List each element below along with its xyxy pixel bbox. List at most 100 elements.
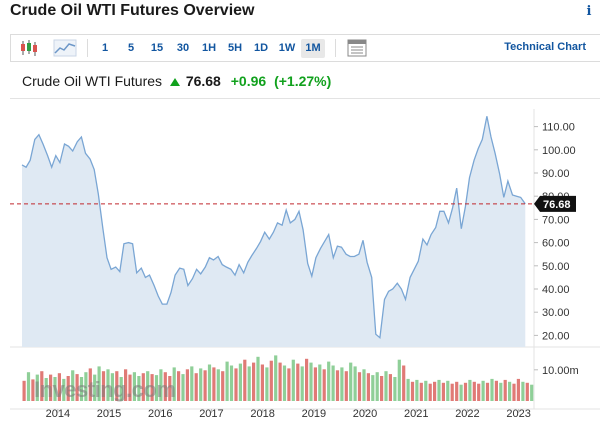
toolbar-separator (335, 39, 336, 57)
x-tick-label: 2019 (302, 408, 326, 420)
volume-bar (375, 372, 379, 401)
volume-bar (397, 359, 401, 401)
timeframe-1[interactable]: 1 (101, 42, 109, 54)
info-icon[interactable]: i (586, 4, 592, 19)
volume-bar (115, 371, 119, 401)
volume-bar (110, 373, 114, 401)
volume-bar (450, 383, 454, 401)
volume-bar (252, 362, 256, 401)
volume-bar (159, 369, 163, 401)
y-tick-label: 90.00 (542, 168, 570, 180)
y-tick-label: 110.00 (542, 122, 575, 134)
volume-bar (441, 382, 445, 401)
volume-bar (44, 378, 48, 401)
volume-bar (340, 367, 344, 401)
timeframe-5[interactable]: 5 (127, 42, 135, 54)
volume-bar (243, 359, 247, 401)
volume-bar (22, 380, 26, 401)
volume-bar (433, 381, 437, 401)
toolbar-separator (87, 39, 88, 57)
timeframe-1d[interactable]: 1D (253, 42, 269, 54)
price-chart[interactable]: Investing.com 110.00100.0090.0080.0070.0… (10, 99, 600, 426)
volume-bar (327, 361, 331, 401)
price-area-fill (22, 116, 526, 347)
volume-bar (146, 371, 150, 401)
volume-bar (132, 372, 136, 401)
x-tick-label: 2014 (46, 408, 70, 420)
volume-bar (508, 381, 512, 401)
volume-bar (84, 372, 88, 401)
volume-bar (419, 382, 423, 401)
page-title: Crude Oil WTI Futures Overview (10, 2, 255, 19)
volume-bar (141, 373, 145, 401)
volume-bar (269, 360, 273, 401)
volume-bar (371, 375, 375, 401)
volume-bar (124, 369, 128, 401)
volume-bar (62, 378, 66, 401)
x-tick-label: 2015 (97, 408, 121, 420)
volume-bar (357, 372, 362, 401)
volume-bar (154, 375, 159, 401)
volume-bar (472, 381, 476, 401)
volume-bar (229, 365, 234, 401)
y-tick-label: 30.00 (542, 307, 570, 319)
timeframe-15[interactable]: 15 (150, 42, 164, 54)
volume-bar (221, 371, 225, 401)
volume-bar (380, 376, 384, 401)
current-price-label: 76.68 (543, 199, 571, 211)
volume-bar (318, 364, 322, 401)
volume-bar (216, 369, 220, 401)
volume-bar (530, 384, 534, 401)
volume-bar (190, 366, 194, 401)
volume-bar (410, 381, 415, 401)
timeframe-30[interactable]: 30 (176, 42, 190, 54)
volume-bar (525, 382, 529, 401)
volume-bar (53, 377, 57, 401)
volume-bar (481, 380, 485, 401)
timeframe-1w[interactable]: 1W (278, 42, 296, 54)
volume-bar (88, 368, 92, 401)
last-price: 76.68 (185, 73, 221, 89)
volume-bar (40, 371, 44, 401)
price-change-percent: (+1.27%) (274, 73, 332, 89)
y-tick-label: 60.00 (542, 238, 570, 250)
volume-bar (31, 379, 35, 401)
volume-bar (322, 369, 326, 401)
current-price-marker (534, 195, 576, 212)
volume-bar (499, 382, 503, 401)
x-tick-label: 2021 (404, 408, 428, 420)
technical-chart-link[interactable]: Technical Chart (504, 41, 586, 53)
volume-bar (181, 374, 185, 401)
volume-bar (300, 366, 304, 401)
volume-bar (247, 366, 251, 401)
volume-bar (278, 362, 282, 401)
chart-frame: Investing.com 110.00100.0090.0080.0070.0… (10, 98, 600, 426)
volume-bar (455, 381, 459, 401)
chart-toolbar: 1 5 15 30 1H 5H 1D 1W 1M Technical Chart (10, 34, 600, 62)
volume-bar (490, 378, 494, 401)
volume-bar (362, 369, 366, 401)
x-tick-label: 2017 (199, 408, 223, 420)
candlestick-icon[interactable] (17, 38, 41, 58)
x-tick-label: 2022 (455, 408, 479, 420)
volume-bar (150, 374, 154, 401)
volume-bar (66, 376, 70, 401)
table-icon[interactable] (345, 38, 369, 58)
volume-bar (485, 382, 490, 401)
area-chart-icon[interactable] (53, 38, 77, 58)
volume-bar (212, 367, 216, 401)
volume-bar (97, 366, 101, 401)
y-tick-label: 100.00 (542, 145, 576, 157)
timeframe-1m[interactable]: 1M (301, 39, 325, 58)
volume-bar (119, 377, 123, 401)
volume-bar (309, 362, 313, 401)
timeframe-5h[interactable]: 5H (227, 42, 243, 54)
volume-bar (384, 371, 388, 401)
x-tick-label: 2018 (250, 408, 274, 420)
volume-bar (106, 369, 110, 401)
volume-bar (26, 372, 31, 401)
y-tick-label: 20.00 (542, 330, 570, 342)
timeframe-1h[interactable]: 1H (201, 42, 217, 54)
volume-bar (494, 380, 498, 401)
volume-bar (393, 377, 397, 401)
